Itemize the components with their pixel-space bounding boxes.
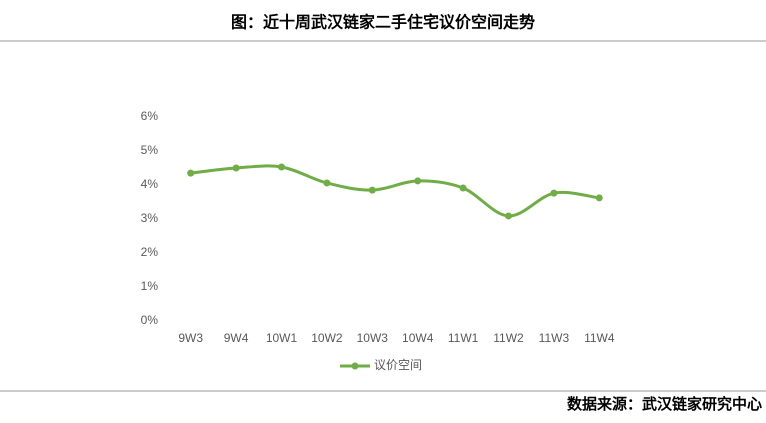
x-tick-label: 10W4	[402, 331, 434, 345]
legend-label: 议价空间	[374, 358, 422, 372]
y-tick-label: 6%	[141, 109, 159, 123]
x-tick-label: 11W4	[584, 331, 615, 345]
y-tick-label: 4%	[141, 177, 159, 191]
source: 数据来源：武汉链家研究中心	[567, 395, 762, 413]
chart-title: 图：近十周武汉链家二手住宅议价空间走势	[231, 13, 535, 32]
x-tick-label: 11W2	[493, 331, 524, 345]
y-tick-label: 5%	[141, 143, 159, 157]
point	[323, 179, 331, 187]
point	[232, 164, 240, 172]
x-tick-label: 9W4	[224, 331, 249, 345]
x-tick-label: 11W3	[539, 331, 570, 345]
point	[459, 184, 467, 192]
x-tick-label: 9W3	[178, 331, 203, 345]
x-tick-label: 10W1	[266, 331, 298, 345]
point	[368, 186, 376, 194]
series-line	[190, 164, 600, 218]
point	[505, 212, 512, 220]
point	[595, 194, 603, 202]
x-tick-label: 10W3	[357, 331, 389, 345]
point	[550, 189, 558, 197]
y-tick-label: 1%	[141, 279, 159, 293]
point	[187, 169, 195, 177]
point	[414, 177, 422, 185]
x-tick-label: 11W1	[448, 331, 479, 345]
x-tick-label: 10W2	[311, 331, 343, 345]
y-tick-label: 3%	[141, 211, 159, 225]
y-tick-label: 0%	[141, 313, 159, 327]
y-tick-label: 2%	[141, 245, 159, 259]
legend-marker	[351, 362, 359, 370]
point	[278, 163, 285, 171]
